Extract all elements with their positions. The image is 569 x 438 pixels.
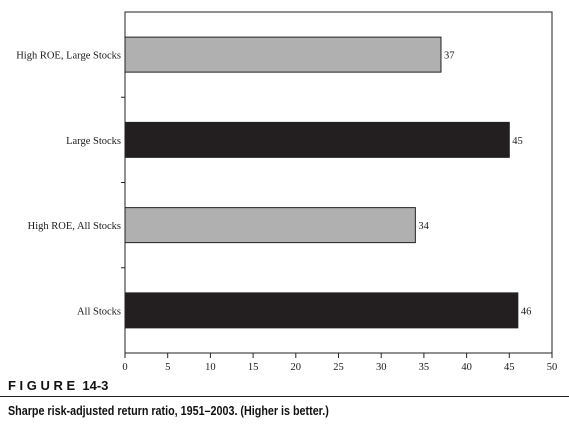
figure-number: F I G U R E 14-3 [8,378,109,393]
x-tick-label: 50 [547,362,558,373]
x-tick-label: 10 [205,362,216,373]
labels-layer: High ROE, Large Stocks 37 Large Stocks 45 Hi… [16,51,557,373]
category-label: High ROE, All Stocks [28,221,121,232]
x-tick-label: 15 [248,362,259,373]
bar-2 [124,121,510,158]
data-label: 45 [512,136,523,147]
x-tick-label: 30 [376,362,387,373]
bars-layer [124,36,519,329]
axes-layer [121,11,553,358]
bar-3 [124,207,416,244]
bar-4 [124,292,519,329]
x-tick-label: 0 [122,362,127,373]
category-label: Large Stocks [66,136,121,147]
data-label: 34 [418,221,429,232]
x-tick-label: 45 [504,362,515,373]
x-tick-label: 35 [419,362,430,373]
x-tick-label: 40 [461,362,472,373]
figure-divider [0,396,569,397]
bar-1 [124,36,442,73]
category-label: High ROE, Large Stocks [16,51,121,62]
data-label: 46 [521,306,532,317]
x-tick-label: 5 [165,362,170,373]
x-tick-label: 25 [333,362,344,373]
figure-caption: Sharpe risk-adjusted return ratio, 1951–… [8,404,329,418]
x-tick-label: 20 [291,362,302,373]
data-label: 37 [444,51,455,62]
category-label: All Stocks [77,306,121,317]
